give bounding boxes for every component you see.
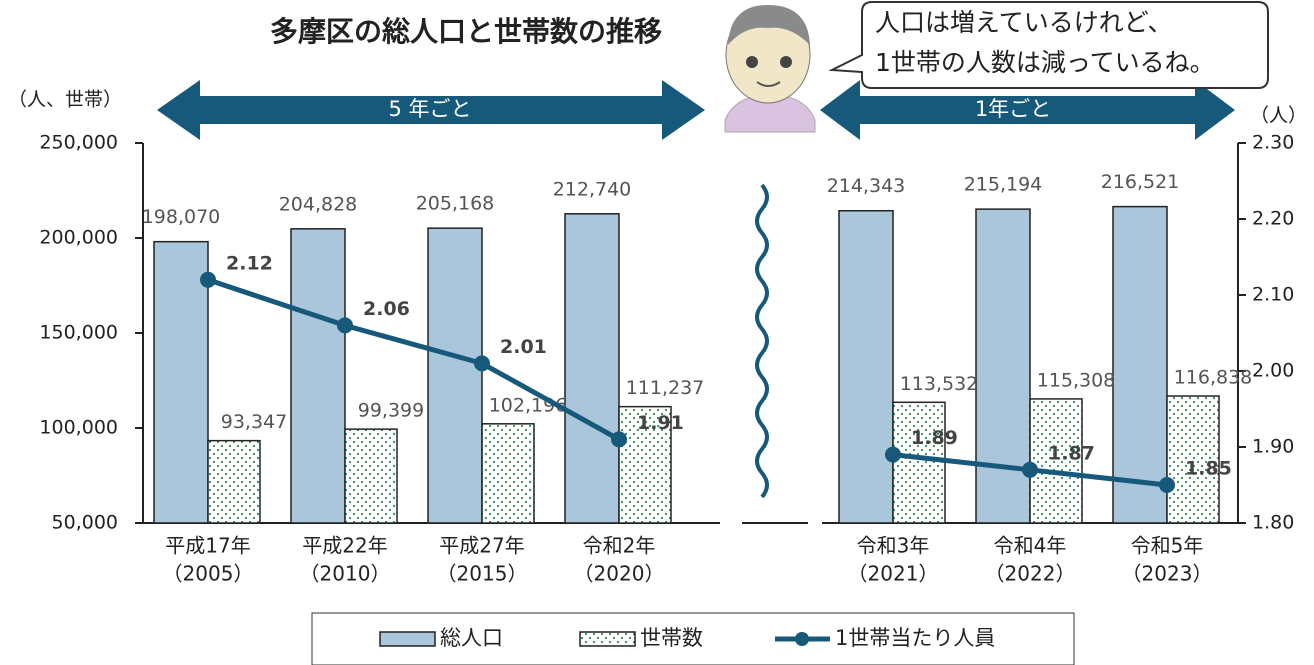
y-tick-label: 50,000 [52, 512, 118, 534]
value-label: 216,521 [1101, 171, 1180, 193]
value-label: 1.91 [637, 412, 684, 434]
x-tick-label: （2022） [985, 562, 1076, 586]
line-point [337, 317, 353, 334]
annotation: 5 年ごと [388, 97, 471, 121]
legend-swatch [579, 631, 636, 647]
y2-tick-label: 1.80 [1252, 512, 1294, 534]
x-tick-label: （2020） [574, 562, 665, 586]
y2-tick-label: 2.20 [1252, 208, 1294, 230]
value-label: 205,168 [416, 193, 495, 215]
x-tick-label: （2021） [848, 562, 939, 586]
line-point [1159, 477, 1175, 493]
legend-label: 総人口 [440, 626, 503, 650]
bar [1112, 205, 1168, 524]
value-label: 2.06 [363, 298, 410, 320]
x-tick-label: （2010） [300, 562, 391, 586]
x-tick-label: 平成27年 [439, 534, 524, 558]
line-point [1022, 461, 1038, 478]
speech-bubble [828, 1, 1269, 89]
line-point [885, 446, 901, 463]
x-tick-label: 令和4年 [994, 534, 1067, 558]
bar [1166, 395, 1220, 524]
bar [481, 423, 535, 524]
line [207, 277, 621, 442]
value-label: 93,347 [221, 411, 287, 433]
bar [344, 428, 398, 524]
legend-swatch [795, 632, 809, 646]
bar [427, 227, 483, 524]
bar [153, 240, 209, 524]
bar [564, 213, 620, 524]
value-label: 111,237 [626, 377, 705, 399]
axis-break [755, 183, 769, 499]
speech-text: 人口は増えているけれど、 [875, 8, 1173, 37]
value-label: 2.01 [500, 336, 547, 358]
x-tick-label: （2005） [163, 562, 254, 586]
value-label: 1.89 [911, 427, 958, 449]
y2-tick-label: 2.30 [1252, 132, 1294, 154]
value-label: 204,828 [279, 193, 358, 215]
arrow [820, 80, 1235, 140]
x-tick-label: （2023） [1122, 562, 1213, 586]
value-label: 113,532 [900, 373, 979, 395]
y2-axis-label: （人） [1250, 105, 1307, 127]
y-axis-label: （人、世帯） [8, 89, 122, 111]
x-tick-label: 令和2年 [583, 534, 656, 558]
bar [618, 405, 672, 524]
value-label: 115,308 [1037, 369, 1116, 391]
x-tick-label: 令和5年 [1131, 534, 1204, 558]
chart-title: 多摩区の総人口と世帯数の推移 [270, 15, 662, 48]
x-tick-label: 令和3年 [857, 534, 930, 558]
bar [1029, 398, 1083, 524]
legend-label: 世帯数 [640, 626, 703, 650]
value-label: 1.87 [1048, 442, 1095, 464]
y-tick-label: 100,000 [39, 417, 118, 439]
x-tick-label: （2015） [437, 562, 528, 586]
x-tick-label: 平成22年 [302, 534, 387, 558]
value-label: 2.12 [226, 252, 273, 274]
line-point [474, 355, 490, 372]
bar [892, 401, 946, 524]
y2-tick-label: 1.90 [1252, 436, 1294, 458]
annotation: 1年ごと [975, 97, 1051, 121]
value-label: 1.85 [1185, 458, 1232, 480]
y-tick-label: 200,000 [39, 227, 118, 249]
legend-swatch [379, 631, 436, 647]
legend [311, 612, 1075, 665]
value-label: 116,838 [1174, 367, 1253, 389]
x-tick-label: 平成17年 [165, 534, 250, 558]
y-tick-label: 150,000 [39, 322, 118, 344]
value-label: 214,343 [827, 175, 906, 197]
bar [290, 228, 346, 524]
speech-text: 1世帯の人数は減っているね。 [875, 48, 1215, 77]
bar [207, 439, 261, 524]
value-label: 99,399 [358, 400, 424, 422]
value-label: 198,070 [142, 206, 221, 228]
y-tick-label: 250,000 [39, 132, 118, 154]
bar [975, 208, 1031, 524]
line-point [611, 431, 627, 448]
legend-label: 1世帯当たり人員 [835, 626, 995, 650]
character [724, 5, 816, 133]
line-point [200, 271, 216, 288]
value-label: 212,740 [553, 178, 632, 200]
y2-tick-label: 2.10 [1252, 284, 1294, 306]
bar [838, 209, 894, 524]
value-label: 215,194 [964, 174, 1043, 196]
arrow [157, 80, 705, 140]
y2-tick-label: 2.00 [1252, 360, 1294, 382]
